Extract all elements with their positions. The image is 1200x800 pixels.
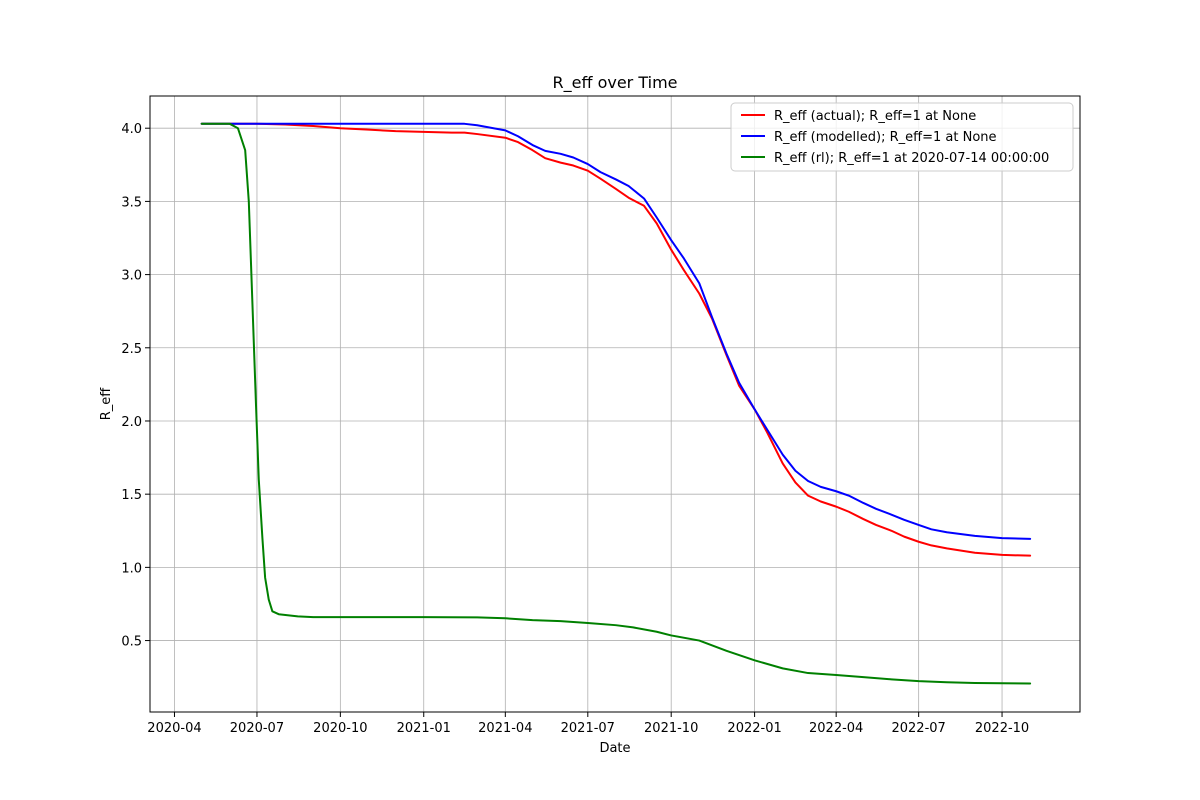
x-axis-label: Date bbox=[599, 741, 630, 756]
x-tick-label: 2022-07 bbox=[891, 721, 945, 736]
y-tick-label: 2.5 bbox=[121, 342, 142, 357]
legend-label-3: R_eff (rl); R_eff=1 at 2020-07-14 00:00:… bbox=[774, 151, 1049, 166]
legend-label-2: R_eff (modelled); R_eff=1 at None bbox=[774, 130, 997, 145]
x-tick-label: 2020-04 bbox=[147, 721, 201, 736]
x-tick-label: 2022-01 bbox=[727, 721, 781, 736]
y-tick-label: 1.5 bbox=[121, 488, 142, 503]
series-line-1 bbox=[200, 122, 1032, 557]
x-tick-label: 2022-10 bbox=[975, 721, 1029, 736]
legend: R_eff (actual); R_eff=1 at None R_eff (mo… bbox=[730, 102, 1074, 172]
y-tick-label: 3.0 bbox=[121, 269, 142, 284]
y-tick-label: 1.0 bbox=[121, 561, 142, 576]
grid bbox=[150, 96, 1080, 712]
x-tick-label: 2020-10 bbox=[313, 721, 367, 736]
y-tick-label: 4.0 bbox=[121, 122, 142, 137]
legend-label-1: R_eff (actual); R_eff=1 at None bbox=[774, 109, 976, 124]
x-tick-label: 2021-10 bbox=[644, 721, 698, 736]
x-tick-label: 2021-07 bbox=[561, 721, 615, 736]
x-tick-label: 2022-04 bbox=[809, 721, 863, 736]
series-line-2 bbox=[200, 122, 1032, 540]
x-tick-label: 2020-07 bbox=[230, 721, 284, 736]
x-tick-label: 2021-04 bbox=[478, 721, 532, 736]
y-tick-label: 0.5 bbox=[121, 635, 142, 650]
y-tick-label: 3.5 bbox=[121, 195, 142, 210]
x-tick-label: 2021-01 bbox=[397, 721, 451, 736]
series-lines bbox=[200, 122, 1032, 685]
y-axis-label: R_eff bbox=[99, 387, 114, 421]
series-line-3 bbox=[200, 122, 1032, 685]
y-axis-ticks: 0.5 1.0 1.5 2.0 2.5 3.0 3.5 4.0 bbox=[121, 122, 150, 650]
x-axis-ticks: 2020-04 2020-07 2020-10 2021-01 2021-04 2021-… bbox=[147, 712, 1029, 736]
legend-box bbox=[730, 102, 1074, 172]
y-tick-label: 2.0 bbox=[121, 415, 142, 430]
chart-title: R_eff over Time bbox=[553, 73, 678, 93]
plot-frame bbox=[149, 95, 1081, 713]
legend-items: R_eff (actual); R_eff=1 at None R_eff (mo… bbox=[741, 109, 1049, 166]
